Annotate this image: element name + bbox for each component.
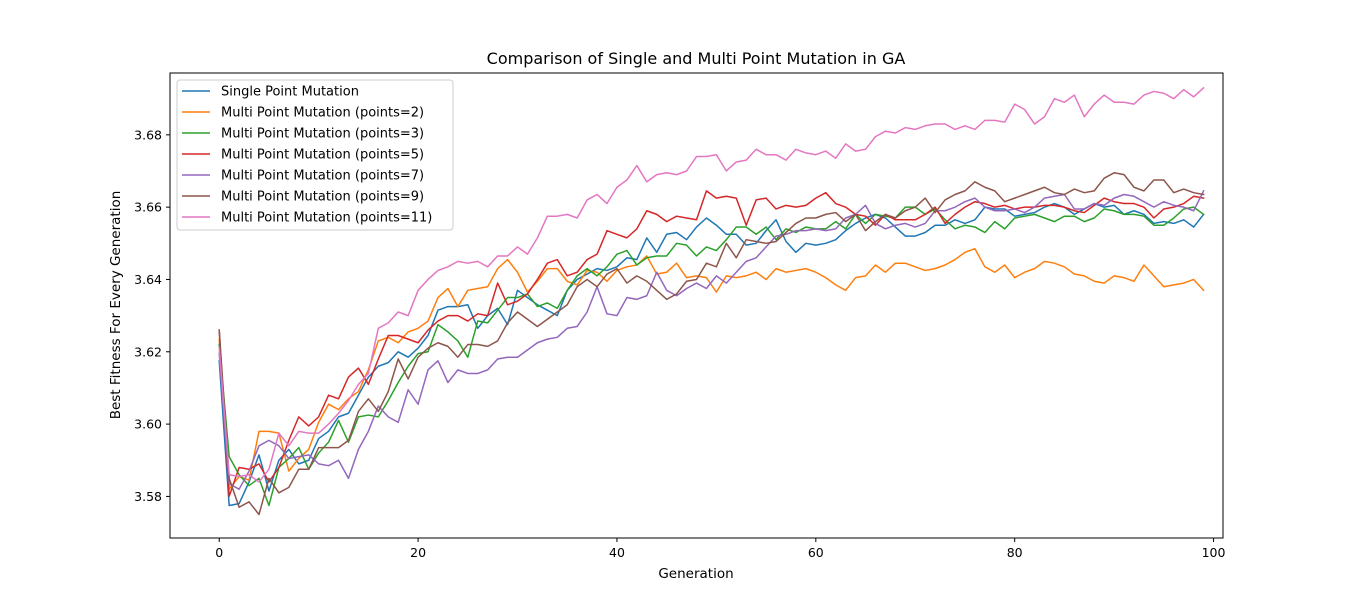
y-axis-label: Best Fitness For Every Generation (108, 191, 124, 420)
x-axis-label: Generation (658, 566, 733, 582)
series-line-1 (218, 202, 1205, 507)
x-tick-label: 20 (410, 545, 426, 560)
legend-label-2: Multi Point Mutation (points=2) (221, 106, 424, 121)
y-tick-label: 3.64 (134, 272, 162, 287)
plot-area (169, 72, 1224, 539)
x-tick-label: 40 (609, 545, 625, 560)
legend-frame (176, 79, 454, 231)
y-tick-label: 3.62 (134, 344, 162, 359)
x-tick-label: 0 (215, 545, 223, 560)
series-lines (218, 86, 1205, 516)
x-tick-label: 80 (1007, 545, 1023, 560)
legend-label-6: Multi Point Mutation (points=9) (221, 190, 424, 205)
legend-label-4: Multi Point Mutation (points=5) (221, 148, 424, 163)
y-tick-label: 3.60 (134, 417, 162, 432)
series-line-5 (218, 189, 1205, 490)
y-tick-label: 3.68 (134, 127, 162, 142)
legend: Single Point Mutation Multi Point Mutatio… (176, 79, 454, 231)
series-line-7 (218, 86, 1205, 483)
axes-frame (169, 72, 1224, 539)
legend-label-5: Multi Point Mutation (points=7) (221, 169, 424, 184)
legend-label-3: Multi Point Mutation (points=3) (221, 127, 424, 142)
y-tick-label: 3.66 (134, 200, 162, 215)
y-tick-label: 3.58 (134, 489, 162, 504)
series-line-4 (218, 190, 1205, 498)
series-line-2 (218, 247, 1205, 490)
x-axis-ticks: 0 20 40 60 80 100 (215, 538, 1226, 560)
chart-title: Comparison of Single and Multi Point Mut… (487, 49, 906, 68)
series-line-6 (218, 172, 1205, 516)
legend-label-1: Single Point Mutation (221, 85, 359, 100)
x-tick-label: 100 (1202, 545, 1226, 560)
legend-label-7: Multi Point Mutation (points=11) (221, 211, 432, 226)
series-line-3 (218, 206, 1205, 507)
x-tick-label: 60 (808, 545, 824, 560)
y-axis-ticks: 3.58 3.60 3.62 3.64 3.66 3.68 (134, 127, 170, 504)
